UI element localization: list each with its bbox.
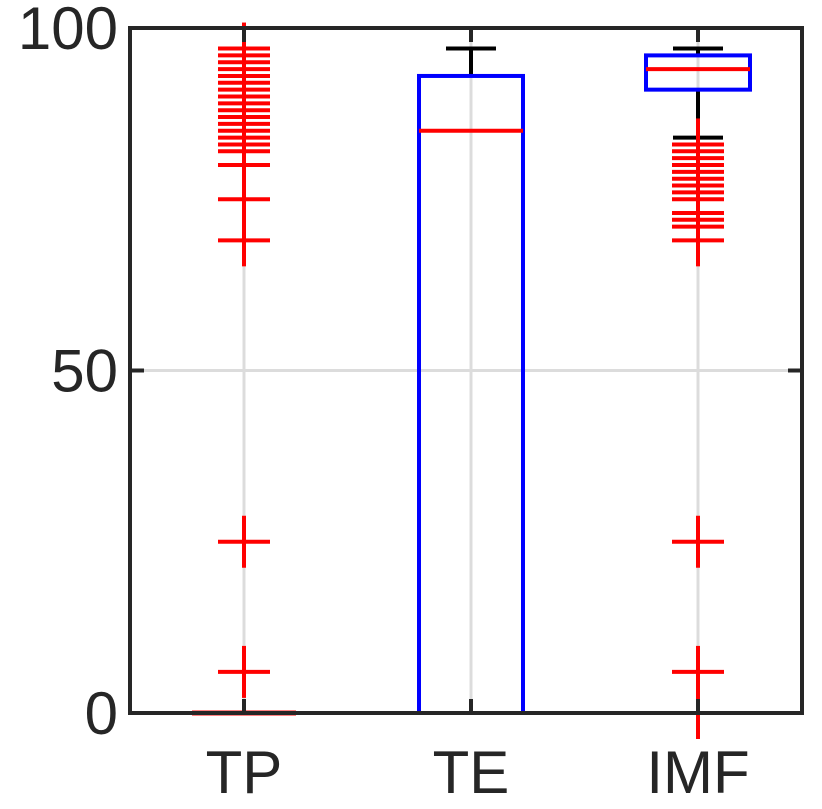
x-tick-label-tp: TP <box>206 739 283 806</box>
outlier-tp-19 <box>218 515 270 568</box>
outlier-imf-12 <box>672 214 724 267</box>
mark-layer <box>192 22 752 739</box>
y-tick-label-0: 0 <box>85 680 118 747</box>
outlier-tp-18 <box>218 214 270 267</box>
box-imf <box>644 53 752 92</box>
outlier-imf-13 <box>672 515 724 568</box>
y-tick-label-1: 50 <box>51 338 118 405</box>
y-tick-label-2: 100 <box>18 0 118 62</box>
outlier-tp-20 <box>218 645 270 698</box>
axis-layer: 0 50 100 TP TE IMF <box>18 0 804 806</box>
x-tick-label-imf: IMF <box>646 739 749 806</box>
x-tick-label-te: TE <box>433 739 510 806</box>
